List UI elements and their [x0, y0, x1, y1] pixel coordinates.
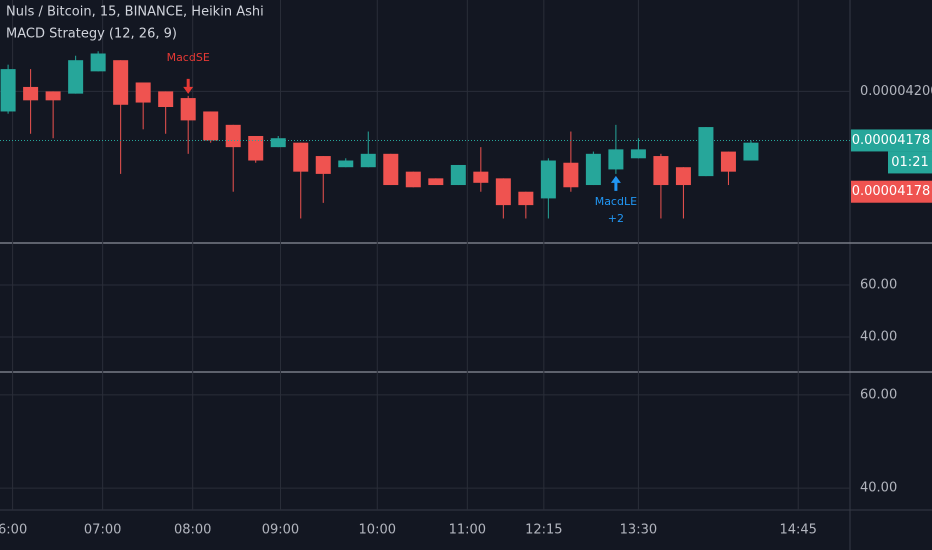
candle-body	[90, 53, 106, 72]
countdown-label: 01:21	[891, 155, 928, 170]
price-tag-label: 0.00004178	[852, 184, 931, 199]
candle-body	[608, 149, 624, 170]
x-tick-label: 08:00	[174, 523, 211, 538]
chart-title: Nuls / Bitcoin, 15, BINANCE, Heikin Ashi	[6, 5, 264, 20]
x-tick-label: 13:30	[620, 523, 657, 538]
price-tag	[851, 180, 932, 203]
candle-body	[473, 171, 489, 183]
x-tick-label: 6:00	[0, 523, 27, 538]
candle-body	[270, 138, 286, 148]
candle-body	[113, 60, 129, 105]
signal-arrow	[183, 78, 194, 94]
candle-body	[203, 111, 219, 141]
candle-body	[315, 156, 331, 174]
grid	[0, 0, 850, 510]
candle-body	[495, 178, 511, 206]
price-tag	[851, 129, 932, 152]
indicator-title: MACD Strategy (12, 26, 9)	[6, 27, 177, 42]
candle-body	[338, 160, 354, 168]
y-tick-label: 0.00004200	[860, 84, 932, 99]
candle-body	[225, 124, 241, 148]
candle-body	[653, 156, 669, 186]
x-tick-label: 11:00	[449, 523, 486, 538]
price-tag-label: 0.00004178	[852, 133, 931, 148]
y-tick-label: 40.00	[860, 481, 897, 496]
candle-body	[293, 142, 309, 172]
candle-body	[743, 142, 759, 161]
candle-body	[248, 135, 264, 161]
candle-body	[0, 69, 16, 112]
candle-body	[383, 153, 399, 186]
candle-body	[630, 149, 646, 159]
signal-label: MacdSE	[167, 51, 210, 64]
candle-body	[360, 153, 376, 168]
candle-body	[428, 178, 444, 186]
candle-body	[698, 127, 714, 177]
candle-body	[518, 191, 534, 206]
y-tick-label: 60.00	[860, 278, 897, 293]
x-tick-label: 14:45	[779, 523, 816, 538]
candle-body	[585, 153, 601, 186]
x-tick-label: 09:00	[262, 523, 299, 538]
y-tick-label: 60.00	[860, 387, 897, 402]
candle-body	[23, 86, 39, 101]
x-tick-label: 07:00	[84, 523, 121, 538]
x-tick-label: 12:15	[525, 523, 562, 538]
candle-body	[158, 91, 174, 108]
candle-body	[68, 60, 84, 94]
plot	[0, 51, 850, 219]
x-tick-label: 10:00	[359, 523, 396, 538]
signal-qty: +2	[608, 212, 624, 225]
y-tick-label: 40.00	[860, 329, 897, 344]
candle-body	[540, 160, 556, 199]
candle-body	[180, 98, 196, 121]
countdown-tag	[888, 151, 932, 174]
candle-body	[405, 171, 421, 188]
candle-body	[720, 151, 736, 172]
signal-label: MacdLE	[595, 195, 637, 208]
candle-body	[135, 82, 151, 103]
candle-body	[563, 162, 579, 188]
signal-arrow	[610, 175, 621, 191]
candle-body	[45, 91, 61, 101]
candle-body	[450, 164, 466, 186]
candle-body	[675, 167, 691, 186]
